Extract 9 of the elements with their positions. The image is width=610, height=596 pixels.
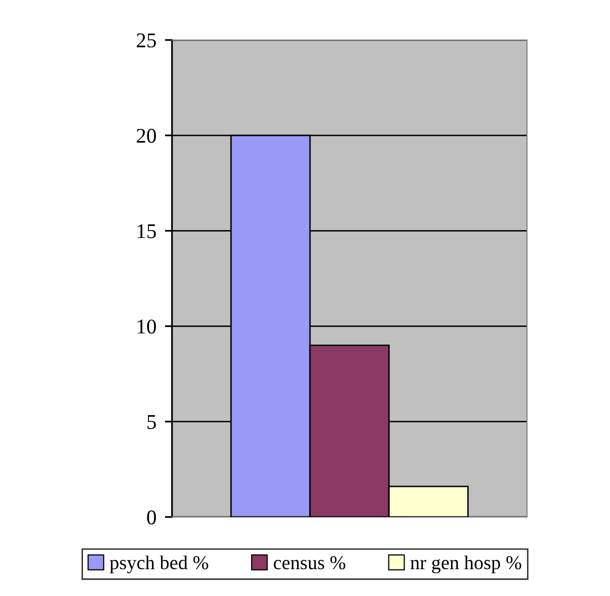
y-tick-label: 10 <box>138 320 156 334</box>
y-tick-label: 25 <box>136 33 156 48</box>
legend-label: census % <box>274 556 346 570</box>
legend-label: psych bed % <box>110 556 208 574</box>
y-tick-label: 15 <box>138 224 156 238</box>
legend-label: nr gen hosp % <box>410 556 522 574</box>
y-tick-label: 20 <box>136 128 156 143</box>
y-tick-label: 0 <box>147 510 156 524</box>
y-tick-label: 5 <box>148 415 156 430</box>
